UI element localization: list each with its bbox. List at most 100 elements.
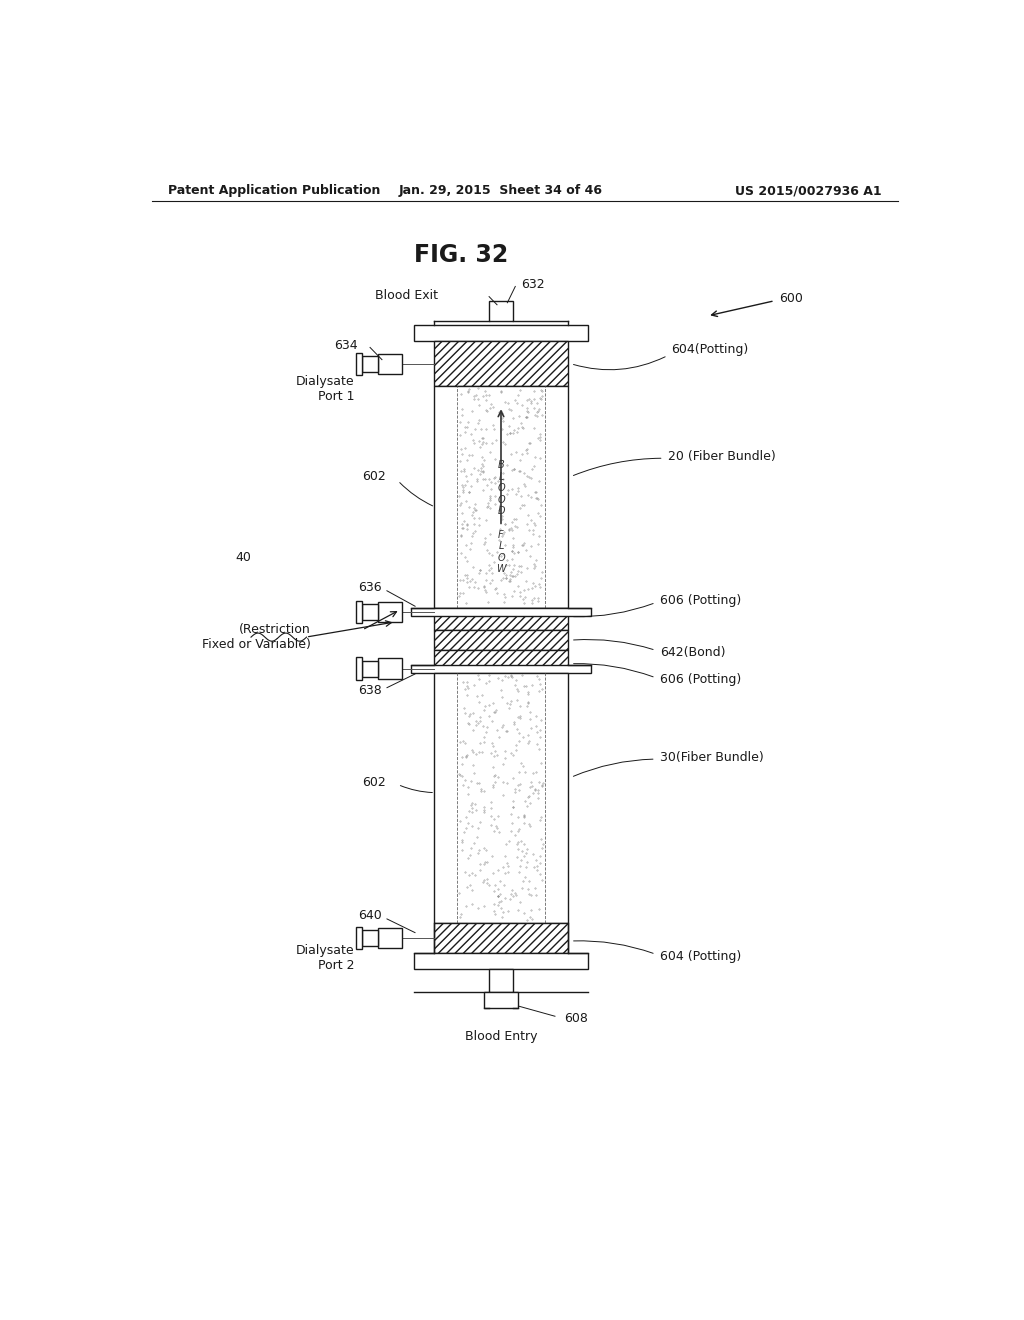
Point — [465, 502, 481, 523]
Point — [502, 569, 518, 590]
Point — [473, 447, 489, 469]
Point — [453, 543, 469, 564]
Point — [486, 578, 503, 599]
Point — [532, 447, 549, 469]
Point — [490, 821, 507, 842]
Bar — [489, 969, 513, 991]
Point — [523, 899, 540, 920]
Point — [519, 684, 536, 705]
Point — [481, 490, 498, 511]
Text: 638: 638 — [358, 685, 382, 697]
Point — [458, 491, 474, 512]
Point — [506, 883, 522, 904]
Point — [531, 845, 548, 866]
Point — [509, 477, 525, 498]
Point — [523, 776, 540, 797]
Point — [474, 742, 490, 763]
Point — [504, 667, 520, 688]
Point — [460, 776, 476, 797]
Point — [534, 385, 550, 407]
Point — [510, 821, 526, 842]
Point — [455, 583, 471, 605]
Point — [505, 408, 521, 429]
Point — [519, 796, 536, 817]
Point — [485, 900, 502, 921]
Point — [479, 474, 496, 495]
Point — [460, 550, 476, 572]
Point — [495, 524, 511, 545]
Point — [518, 407, 535, 428]
Point — [488, 719, 505, 741]
Point — [460, 677, 476, 698]
Point — [527, 549, 544, 570]
Point — [478, 569, 495, 590]
Point — [477, 380, 494, 401]
Point — [486, 809, 503, 830]
Point — [476, 696, 493, 717]
Point — [535, 772, 551, 793]
Point — [461, 577, 477, 598]
Point — [529, 405, 546, 426]
Point — [454, 746, 470, 767]
Point — [497, 391, 513, 412]
Point — [518, 857, 535, 878]
Point — [506, 543, 522, 564]
Point — [507, 516, 523, 537]
Point — [515, 532, 531, 553]
Point — [482, 743, 499, 764]
Point — [522, 545, 539, 566]
Point — [505, 527, 521, 548]
Point — [503, 804, 519, 825]
Point — [486, 552, 503, 573]
Point — [522, 717, 539, 738]
Point — [503, 664, 519, 685]
Point — [520, 692, 537, 713]
Point — [529, 533, 546, 554]
Text: US 2015/0027936 A1: US 2015/0027936 A1 — [735, 185, 882, 198]
Point — [519, 466, 536, 487]
Bar — [355, 927, 362, 949]
Point — [513, 562, 529, 583]
Point — [459, 568, 475, 589]
Point — [498, 568, 514, 589]
Point — [502, 693, 518, 714]
Point — [481, 384, 498, 405]
Point — [453, 903, 469, 924]
Point — [483, 433, 500, 454]
Point — [519, 400, 536, 421]
Point — [503, 690, 519, 711]
Point — [494, 570, 510, 591]
Point — [470, 692, 486, 713]
Point — [524, 763, 541, 784]
Point — [467, 572, 483, 593]
Point — [525, 587, 542, 609]
Point — [531, 506, 548, 527]
Point — [496, 902, 512, 923]
Point — [487, 577, 504, 598]
Point — [470, 413, 486, 434]
Point — [487, 486, 504, 507]
Point — [506, 714, 522, 735]
Point — [512, 450, 528, 471]
Point — [485, 414, 502, 436]
Point — [506, 581, 522, 602]
Point — [499, 853, 515, 874]
Point — [511, 862, 527, 883]
Point — [504, 585, 520, 606]
Text: Jan. 29, 2015  Sheet 34 of 46: Jan. 29, 2015 Sheet 34 of 46 — [399, 185, 603, 198]
Point — [505, 886, 521, 907]
Point — [484, 733, 501, 754]
Bar — [484, 991, 518, 1008]
Point — [525, 857, 542, 878]
Point — [517, 762, 534, 783]
Point — [455, 840, 471, 861]
Point — [486, 702, 503, 723]
Text: 632: 632 — [521, 279, 545, 290]
Point — [523, 536, 540, 557]
Bar — [414, 325, 588, 342]
Point — [455, 766, 471, 787]
Point — [467, 793, 483, 814]
Text: 634: 634 — [335, 339, 358, 352]
Point — [531, 673, 548, 694]
Point — [522, 708, 539, 729]
